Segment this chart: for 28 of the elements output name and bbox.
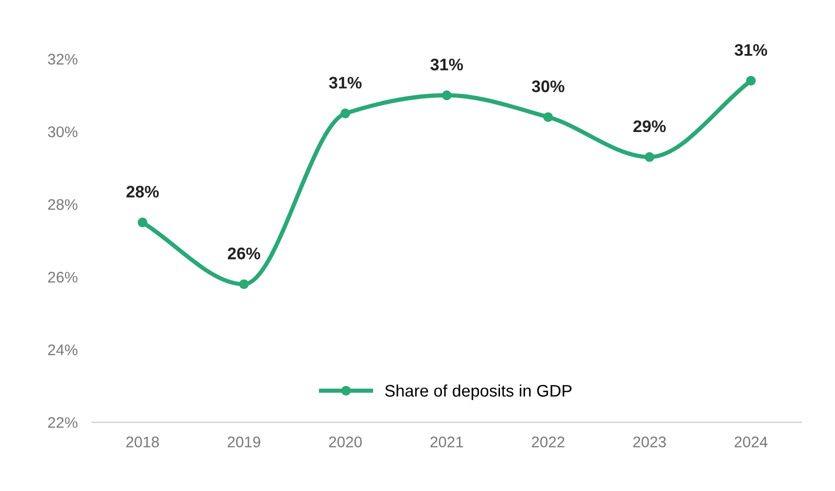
point (746, 76, 756, 86)
y-tick-label: 30% (48, 126, 78, 138)
x-tick-label: 2024 (734, 436, 768, 448)
legend-label: Share of deposits in GDP (385, 384, 572, 400)
x-tick-label: 2021 (430, 436, 463, 448)
point (644, 152, 654, 162)
x-tick-label: 2018 (126, 436, 159, 448)
data-label: 29% (633, 120, 666, 132)
point (340, 108, 350, 118)
data-label: 30% (532, 80, 564, 92)
y-tick-label: 32% (48, 54, 78, 65)
point (138, 218, 148, 228)
y-tick-label: 26% (48, 272, 78, 283)
data-label: 31% (329, 76, 362, 89)
point (442, 90, 452, 100)
data-label: 26% (228, 248, 260, 260)
point (543, 112, 553, 122)
x-tick-label: 2019 (228, 436, 260, 448)
x-tick-label: 2022 (532, 436, 564, 448)
y-tick-label: 24% (48, 344, 78, 356)
x-tick-label: 2020 (329, 436, 362, 448)
data-label: 31% (430, 58, 463, 70)
x-tick-label: 2023 (633, 436, 666, 448)
point (239, 279, 249, 290)
y-tick-label: 28% (48, 199, 78, 210)
data-label: 31% (734, 44, 768, 56)
data-label: 28% (126, 186, 159, 198)
y-tick-label: 22% (48, 417, 78, 428)
